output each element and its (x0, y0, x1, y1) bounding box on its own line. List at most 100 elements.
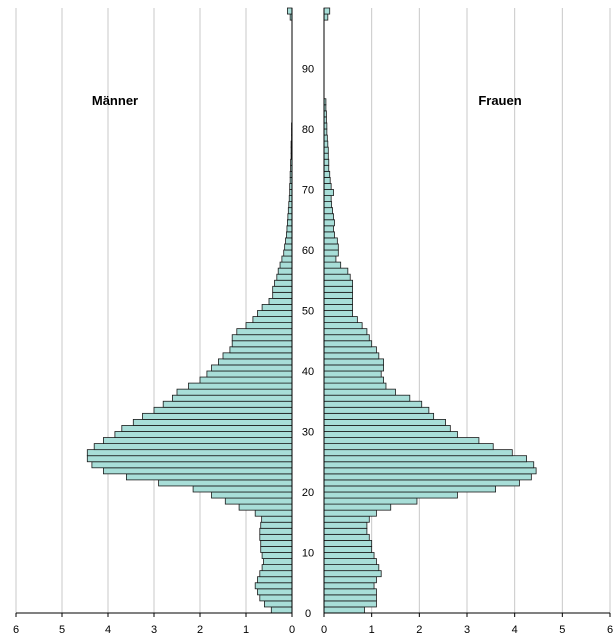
bar-frauen-age-45 (323, 334, 370, 342)
bar-maenner-age-29 (114, 431, 293, 438)
bar-frauen-age-66 (323, 207, 333, 215)
bar-frauen-age-63 (323, 225, 334, 233)
bar-maenner-age-4 (254, 582, 293, 590)
bar-frauen-age-22 (323, 473, 532, 481)
maenner-title: Männer (92, 93, 138, 108)
age-tick-label-60: 60 (302, 245, 314, 257)
age-tick-label-80: 80 (302, 124, 314, 136)
bar-maenner-age-49 (257, 310, 293, 317)
x-tick-label-left-3: 3 (151, 624, 157, 636)
bar-frauen-age-73 (323, 164, 330, 172)
bar-maenner-age-39 (206, 370, 293, 378)
bar-frauen-age-34 (323, 400, 423, 408)
bar-maenner-age-0 (270, 606, 293, 614)
bar-frauen-age-11 (323, 540, 373, 547)
bar-maenner-age-17 (238, 503, 293, 511)
bar-maenner-age-2 (259, 594, 293, 602)
bar-maenner-age-36 (176, 388, 293, 396)
age-tick-label-20: 20 (302, 487, 314, 499)
bar-frauen-age-50 (323, 304, 354, 311)
bar-frauen-age-23 (323, 467, 537, 475)
bar-frauen-age-5 (323, 576, 377, 584)
bar-maenner-age-53 (272, 285, 293, 293)
bar-maenner-age-38 (199, 376, 293, 384)
bar-frauen-age-56 (323, 267, 349, 275)
left-gridlines (15, 8, 247, 613)
bar-frauen-age-67 (323, 201, 333, 209)
bar-frauen-age-99 (323, 7, 331, 15)
bar-frauen-age-76 (323, 146, 329, 154)
bar-frauen-age-60 (323, 243, 339, 251)
bar-frauen-age-13 (323, 527, 368, 535)
bar-maenner-age-59 (283, 249, 293, 257)
bar-maenner-age-10 (260, 546, 293, 553)
x-tick-label-left-0: 0 (289, 624, 295, 636)
x-tick-label-right-6: 6 (607, 624, 613, 636)
x-tick-label-right-2: 2 (416, 624, 422, 636)
bar-frauen-age-19 (323, 491, 458, 499)
bar-frauen-age-77 (323, 140, 329, 148)
x-tick-label-right-1: 1 (369, 624, 375, 636)
x-tick-label-right-4: 4 (512, 624, 518, 636)
frauen-title: Frauen (478, 93, 521, 108)
bar-maenner-age-1 (263, 600, 293, 608)
bar-maenner-age-99 (286, 7, 293, 15)
bar-maenner-age-12 (259, 533, 293, 541)
bar-maenner-age-26 (86, 449, 293, 457)
bar-maenner-age-44 (231, 340, 293, 348)
bar-frauen-age-64 (323, 219, 335, 227)
bar-maenner-age-30 (121, 425, 293, 432)
bar-frauen-age-28 (323, 437, 480, 444)
bar-maenner-age-19 (211, 491, 293, 499)
bar-maenner-age-15 (261, 515, 293, 523)
bar-frauen-age-72 (323, 170, 331, 178)
bar-maenner-age-45 (231, 334, 293, 342)
bar-frauen-age-3 (323, 588, 377, 596)
age-tick-label-70: 70 (302, 185, 314, 197)
bar-frauen-age-4 (323, 582, 375, 590)
age-tick-label-10: 10 (302, 548, 314, 560)
x-tick-label-left-5: 5 (59, 624, 65, 636)
bar-frauen-age-49 (323, 310, 354, 317)
bar-maenner-age-22 (126, 473, 293, 481)
bar-maenner-age-40 (211, 364, 293, 372)
bar-maenner-age-32 (142, 412, 293, 420)
bar-frauen-age-46 (323, 328, 368, 336)
bar-frauen-age-68 (323, 195, 332, 203)
bar-frauen-age-48 (323, 316, 358, 323)
bar-frauen-age-41 (323, 358, 384, 366)
bar-frauen-age-21 (323, 479, 520, 487)
bar-frauen-age-25 (323, 455, 527, 463)
left-x-tick-labels: 6 5 4 3 2 1 0 (13, 613, 295, 636)
bar-frauen-age-33 (323, 406, 430, 414)
bar-frauen-age-57 (323, 261, 342, 269)
bar-frauen-age-62 (323, 231, 335, 239)
bar-maenner-age-3 (257, 588, 293, 596)
bar-frauen-age-71 (323, 176, 331, 184)
bar-maenner-age-18 (224, 497, 293, 505)
bar-frauen-age-29 (323, 431, 458, 438)
x-tick-label-left-1: 1 (243, 624, 249, 636)
bar-frauen-age-32 (323, 412, 435, 420)
bar-frauen-age-98 (323, 13, 329, 21)
age-tick-label-30: 30 (302, 427, 314, 439)
bar-frauen-age-27 (323, 443, 494, 451)
x-tick-label-left-6: 6 (13, 624, 19, 636)
bar-maenner-age-62 (286, 231, 293, 239)
bar-frauen-age-59 (323, 249, 339, 257)
bar-maenner-age-25 (86, 455, 293, 463)
bar-frauen-age-44 (323, 340, 373, 348)
bar-frauen-age-2 (323, 594, 377, 602)
bar-frauen-age-75 (323, 152, 329, 160)
bar-frauen-age-1 (323, 600, 377, 608)
bar-frauen-age-0 (323, 606, 365, 614)
bar-frauen-age-35 (323, 394, 411, 402)
bar-frauen-age-36 (323, 388, 396, 396)
bar-maenner-age-54 (274, 279, 293, 287)
bar-frauen-age-7 (323, 564, 380, 572)
bar-frauen-age-43 (323, 346, 377, 354)
bar-maenner-age-9 (261, 552, 293, 559)
bar-frauen-age-15 (323, 515, 370, 523)
bar-maenner-age-64 (286, 219, 293, 227)
